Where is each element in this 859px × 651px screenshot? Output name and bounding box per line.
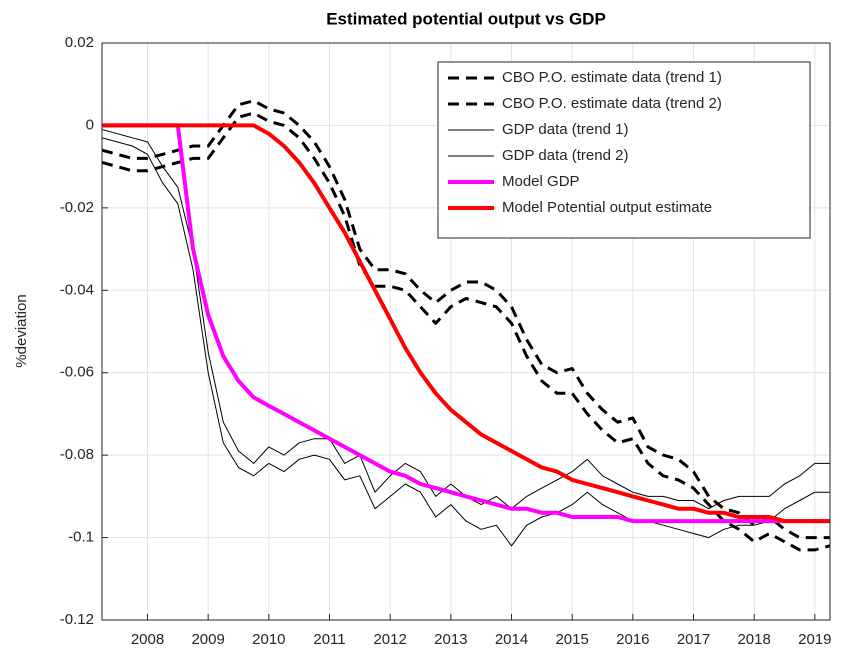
series-line [102,111,830,552]
x-tick-label: 2018 [737,631,770,648]
y-tick-label: -0.08 [60,446,94,463]
chart-title: Estimated potential output vs GDP [326,9,606,28]
legend-label: GDP data (trend 1) [502,121,628,138]
series-line [102,137,830,547]
x-tick-label: 2014 [495,631,528,648]
y-tick-label: -0.12 [60,611,94,628]
y-tick-label: -0.04 [60,281,94,298]
y-tick-label: -0.1 [68,529,94,546]
x-tick-label: 2016 [616,631,649,648]
x-tick-label: 2010 [252,631,285,648]
y-tick-label: -0.02 [60,199,94,216]
legend-label: CBO P.O. estimate data (trend 2) [502,95,722,112]
x-tick-label: 2015 [555,631,588,648]
x-tick-label: 2009 [191,631,224,648]
legend-box [437,61,811,239]
legend-label: Model GDP [502,173,580,190]
x-tick-label: 2011 [313,631,345,648]
y-axis-label: %deviation [13,294,30,367]
x-tick-label: 2008 [131,631,164,648]
series-line [102,123,830,524]
legend-label: GDP data (trend 2) [502,147,628,164]
plot-frame [101,42,831,621]
x-tick-label: 2013 [434,631,467,648]
series-line [102,123,830,524]
y-tick-label: -0.06 [60,364,94,381]
y-tick-label: 0.02 [65,34,94,51]
x-tick-label: 2017 [677,631,710,648]
y-tick-label: 0 [86,116,94,133]
x-tick-label: 2019 [798,631,831,648]
legend-label: Model Potential output estimate [502,199,712,216]
x-tick-label: 2012 [373,631,406,648]
legend-label: CBO P.O. estimate data (trend 1) [502,69,722,86]
